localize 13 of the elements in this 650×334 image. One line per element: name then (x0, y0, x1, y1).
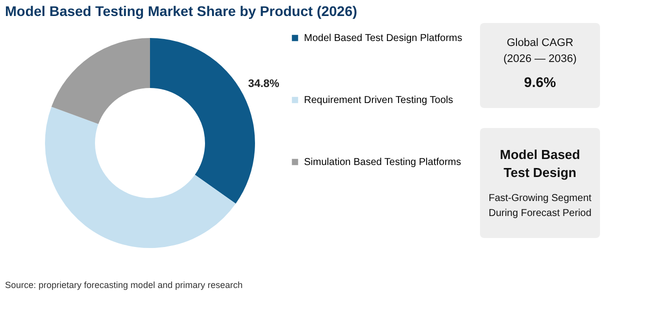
text: Model Based Test Design (500, 147, 580, 180)
text: Global CAGR (506, 37, 574, 49)
chart-title: Model Based Testing Market Share by Product (2026) (5, 3, 358, 19)
legend-label: Model Based Test Design Platforms (304, 33, 462, 44)
text: (2026 — 2036) (503, 53, 577, 65)
text: Fast-Growing Segment During Forecast Period (488, 193, 592, 219)
source-note: Source: proprietary forecasting model and primary research (5, 280, 243, 290)
legend-label: Simulation Based Testing Platforms (304, 157, 462, 168)
legend-label: Requirement Driven Testing Tools (304, 95, 454, 106)
data-label: 34.8% (248, 78, 280, 90)
donut-slice (45, 106, 236, 248)
donut-slice (51, 38, 150, 124)
text: 9.6% (524, 74, 556, 90)
